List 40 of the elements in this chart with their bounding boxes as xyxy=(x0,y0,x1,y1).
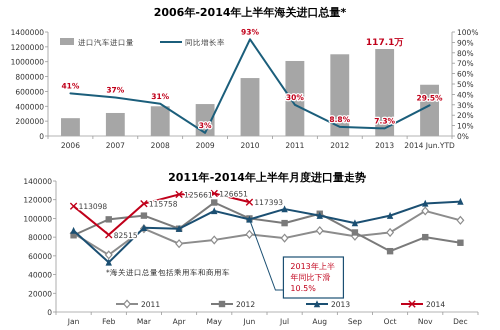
point xyxy=(352,219,358,226)
point xyxy=(106,216,112,223)
point xyxy=(421,206,430,216)
point xyxy=(281,205,288,212)
point xyxy=(104,230,113,239)
point xyxy=(422,200,428,207)
point xyxy=(104,250,113,260)
bar xyxy=(106,112,125,136)
point xyxy=(456,216,464,225)
point xyxy=(106,258,112,266)
point xyxy=(246,230,254,239)
chart-title: 2011年-2014年上半年月度进口量走势 xyxy=(168,171,366,184)
point xyxy=(457,198,464,205)
point xyxy=(140,224,148,231)
point xyxy=(246,198,254,206)
point xyxy=(316,226,324,235)
point xyxy=(210,236,218,244)
callout: 2013年上半年同比下滑10.5% xyxy=(248,218,344,299)
point xyxy=(386,212,394,219)
point xyxy=(70,202,78,210)
point xyxy=(175,190,183,198)
annotation: 117.1万 xyxy=(366,38,404,48)
bar xyxy=(150,106,170,136)
point xyxy=(175,239,183,248)
point xyxy=(280,234,288,242)
point xyxy=(211,207,218,214)
point xyxy=(281,220,288,226)
point xyxy=(140,212,148,219)
annotation: 2013年上半年同比下滑10.5% xyxy=(290,262,335,293)
point xyxy=(386,248,394,254)
point xyxy=(457,240,464,246)
bar xyxy=(61,118,80,136)
point xyxy=(211,199,218,206)
point xyxy=(140,200,148,208)
point xyxy=(70,226,77,234)
point xyxy=(386,228,394,237)
point xyxy=(422,234,428,240)
chart-title: 2006年-2014年上半年海关进口总量* xyxy=(154,6,347,19)
point xyxy=(352,229,358,236)
bar xyxy=(240,78,260,136)
